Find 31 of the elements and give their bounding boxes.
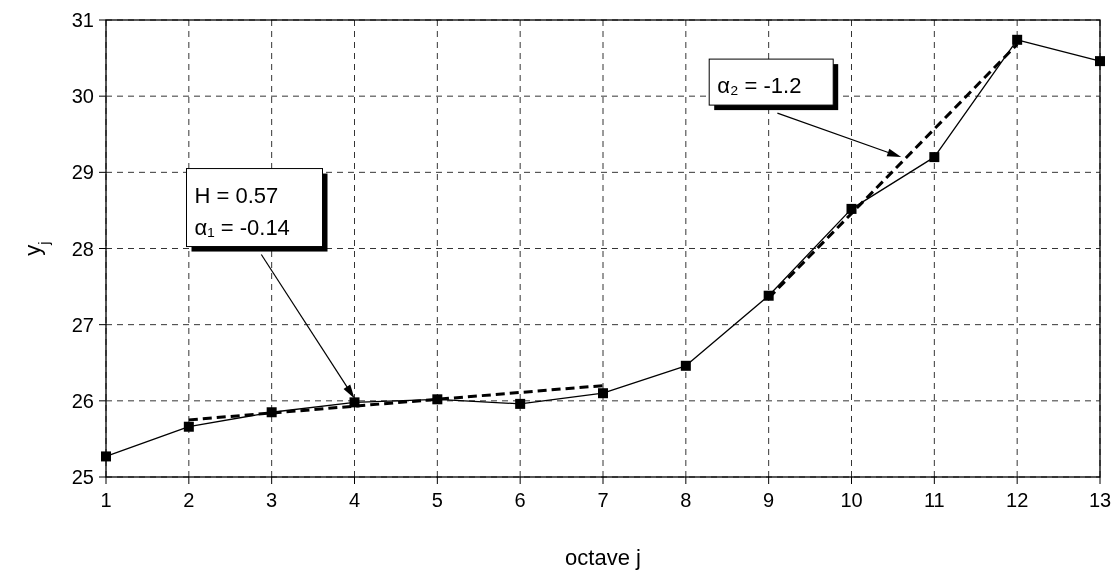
y-tick-label: 27 <box>71 313 94 336</box>
point <box>183 421 194 432</box>
x-axis-title: octave j <box>565 545 641 570</box>
x-tick-label: 3 <box>266 489 278 511</box>
x-tick-label: 9 <box>763 489 775 511</box>
x-tick-label: 13 <box>1088 489 1112 511</box>
x-tick-label: 2 <box>183 489 195 511</box>
x-tick-label: 10 <box>840 489 863 511</box>
x-tick-label: 1 <box>100 489 112 511</box>
x-tick-label: 12 <box>1006 489 1029 511</box>
y-tick-label: 29 <box>71 161 94 184</box>
point <box>1012 34 1023 45</box>
x-tick-label: 8 <box>680 489 692 511</box>
point <box>929 152 940 163</box>
x-tick-label: 5 <box>431 489 443 511</box>
x-tick-label: 4 <box>348 489 361 511</box>
y-tick-label: 26 <box>71 389 94 412</box>
annotation: α₂ = -1.2 <box>717 73 802 99</box>
point <box>1095 56 1105 67</box>
point <box>598 388 608 399</box>
x-tick-label: 7 <box>597 489 609 511</box>
y-tick-label: 28 <box>71 237 94 260</box>
point <box>101 451 111 462</box>
annotation: H = 0.57 α₁ = -0.14 <box>194 182 290 240</box>
x-tick-label: 11 <box>923 489 945 511</box>
point <box>515 398 526 409</box>
point <box>680 360 691 371</box>
y-tick-label: 25 <box>71 466 94 488</box>
x-tick-label: 6 <box>514 489 526 511</box>
y-tick-label: 31 <box>71 9 94 31</box>
y-tick-label: 30 <box>71 85 94 108</box>
